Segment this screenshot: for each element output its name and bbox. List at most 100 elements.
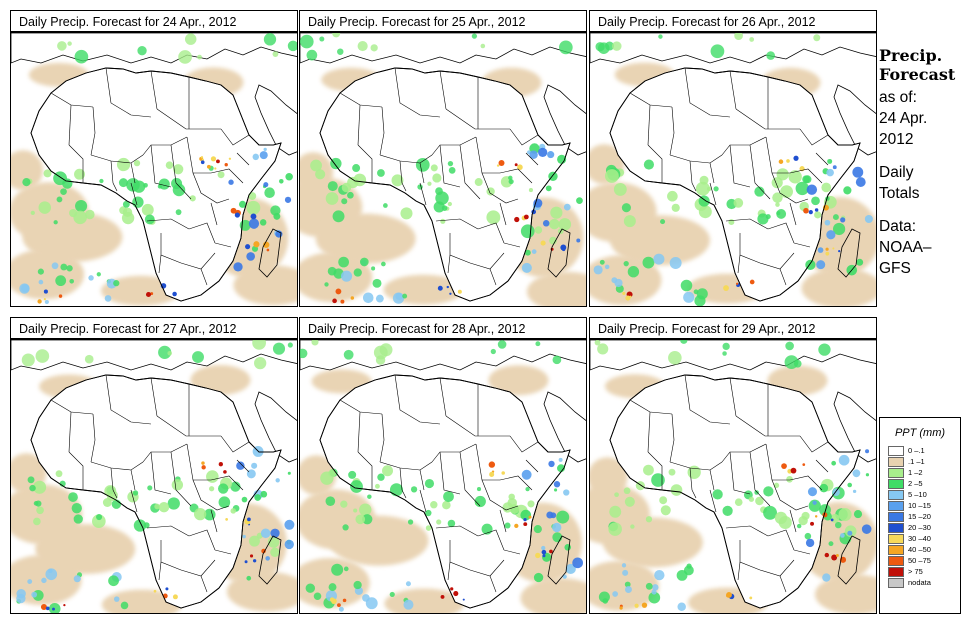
rain-cell [630, 524, 635, 529]
rain-cell [668, 468, 676, 476]
rain-cell [184, 33, 197, 45]
rain-cell [653, 253, 665, 265]
rain-cell [699, 175, 709, 185]
border-line [146, 218, 190, 230]
rain-cell [508, 175, 513, 181]
rain-cell [671, 203, 680, 212]
rain-cell [343, 349, 354, 360]
rain-cell [528, 188, 533, 193]
rain-cell [835, 521, 842, 529]
panel-title: Daily Precip. Forecast for 25 Apr., 2012 [299, 10, 587, 32]
rain-cell [447, 201, 452, 207]
rain-cell [645, 516, 653, 523]
rain-cell [808, 499, 821, 512]
rain-cell [53, 220, 58, 225]
rain-cell [270, 528, 280, 538]
rain-cell [248, 192, 257, 200]
rain-cell [121, 211, 135, 225]
rain-cell [695, 181, 710, 196]
africa-map [590, 340, 876, 613]
border-line [68, 451, 84, 490]
heavy-rain-cell [201, 158, 204, 162]
rain-cell [209, 486, 215, 492]
border-line [419, 489, 427, 513]
rain-cell [68, 492, 78, 502]
rain-cell [424, 478, 435, 489]
rain-cell [795, 181, 809, 196]
rain-cell [818, 343, 831, 356]
border-line [669, 106, 675, 156]
legend-swatch [888, 577, 904, 588]
rain-cell [218, 483, 229, 494]
rain-cell [852, 489, 857, 494]
info-title-line1: Precip. [879, 46, 943, 65]
heavy-rain-cell [58, 294, 63, 298]
light-rain-patch [300, 455, 337, 496]
africa-outline [609, 67, 861, 302]
rain-cell [786, 475, 793, 483]
border-line [394, 67, 441, 118]
border-line [647, 451, 663, 490]
rain-cell [805, 538, 815, 548]
rain-cell [840, 217, 846, 223]
border-line [214, 242, 232, 248]
rain-cell [529, 150, 538, 159]
legend-title: PPT (mm) [894, 427, 946, 439]
border-line [170, 451, 192, 507]
rain-cell [55, 275, 67, 287]
rain-cell [853, 510, 863, 519]
heavy-rain-cell [825, 251, 830, 256]
rain-cell [328, 583, 337, 592]
heavy-rain-cell [832, 247, 835, 250]
heavy-rain-cell [735, 282, 739, 285]
rain-cell [763, 505, 777, 520]
border-line [142, 136, 188, 156]
border-line [90, 461, 144, 471]
rain-cell [270, 547, 280, 557]
border-line [691, 489, 697, 499]
rain-cell [263, 147, 267, 152]
rain-cell [167, 350, 172, 356]
border-line [499, 509, 507, 533]
rain-cell [60, 188, 67, 195]
rain-cell [74, 168, 85, 180]
heavy-rain-cell [340, 299, 345, 304]
rain-cell [22, 178, 31, 187]
rain-cell [651, 589, 657, 595]
rain-cell [192, 351, 204, 364]
rain-cell [425, 525, 432, 531]
legend-swatch [888, 533, 904, 544]
border-line [419, 182, 427, 206]
rain-cell [57, 41, 67, 51]
legend-label: 50 –75 [908, 556, 931, 565]
heavy-rain-cell [335, 288, 342, 295]
border-line [725, 525, 769, 537]
rain-cell [284, 539, 294, 550]
rain-cell [228, 179, 234, 185]
border-line [669, 413, 675, 463]
border-line [357, 144, 373, 183]
heavy-rain-cell [749, 279, 755, 285]
rain-cell [246, 469, 256, 479]
africa-map [300, 33, 586, 306]
rain-cell [143, 522, 150, 529]
heavy-rain-cell [541, 549, 547, 555]
rain-cell [565, 563, 576, 575]
heavy-rain-cell [528, 515, 532, 519]
heavy-rain-cell [838, 249, 841, 253]
border-line [737, 561, 741, 581]
forecast-map [299, 339, 587, 614]
rain-cell [306, 49, 318, 61]
forecast-map [10, 339, 298, 614]
border-line [142, 443, 188, 463]
rain-cell [597, 343, 609, 355]
light-rain-patch [520, 577, 586, 613]
precip-legend: PPT (mm) 0 –.1 .1 –1 1 –2 2 –5 5 –10 10 –15 15… [879, 417, 961, 614]
forecast-panel-4: Daily Precip. Forecast for 27 Apr., 2012 [10, 317, 298, 614]
border-line [721, 443, 767, 463]
border-line [112, 489, 118, 499]
border-line [158, 561, 162, 581]
border-line [793, 242, 811, 248]
rain-cell [252, 340, 266, 350]
arabia-coast [543, 84, 586, 156]
